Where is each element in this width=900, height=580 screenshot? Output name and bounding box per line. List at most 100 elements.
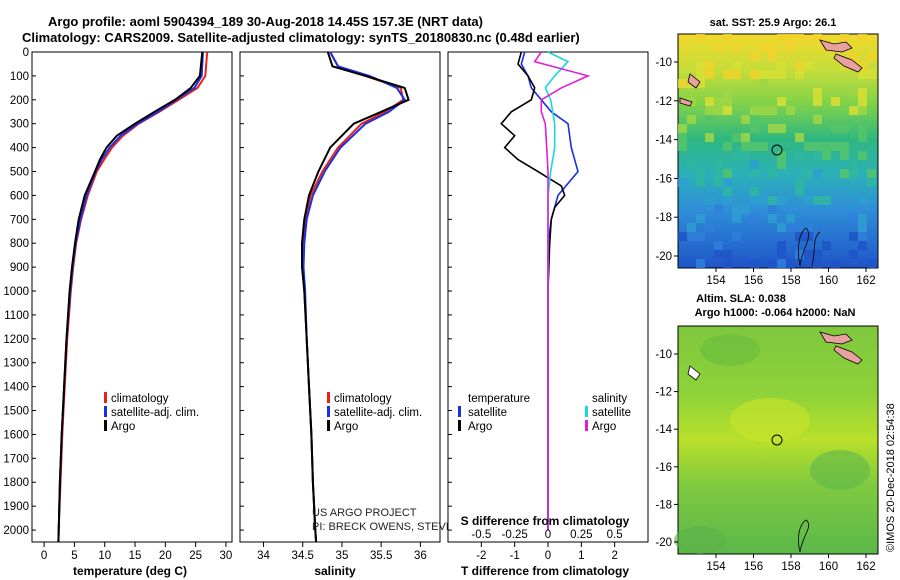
legend-satellite-label: satellite-adj. clim. bbox=[111, 407, 199, 419]
depth-tick-label: 900 bbox=[10, 262, 29, 274]
sst-pixel bbox=[723, 169, 732, 178]
x-tick-label: 0 bbox=[41, 550, 47, 562]
sst-pixel bbox=[750, 70, 759, 79]
legend-3: temperature satellite Argo salinity sate… bbox=[458, 393, 631, 433]
x-tick-label: 10 bbox=[98, 550, 111, 562]
legend3-tsat-swatch bbox=[458, 406, 461, 417]
sst-pixel bbox=[804, 223, 813, 232]
sst-pixel bbox=[714, 169, 723, 178]
x-tick-label: 0 bbox=[545, 550, 551, 562]
depth-tick-label: 2000 bbox=[3, 525, 29, 537]
sst-pixel bbox=[678, 79, 687, 88]
map-lat-tick-label: -10 bbox=[655, 57, 672, 69]
sst-pixel bbox=[795, 151, 804, 160]
map-lon-tick-label: 156 bbox=[744, 561, 763, 573]
map-lon-tick-label: 158 bbox=[781, 561, 800, 573]
sst-pixel bbox=[858, 214, 867, 223]
sst-pixel bbox=[750, 169, 759, 178]
x-tick-label: 34.5 bbox=[292, 550, 314, 562]
sst-pixel bbox=[723, 97, 732, 106]
sst-pixel bbox=[822, 241, 831, 250]
x-tick-label: 35 bbox=[336, 550, 349, 562]
legend3-sargo-swatch bbox=[585, 420, 588, 431]
legend2-satellite-swatch bbox=[327, 406, 330, 417]
salinity-xlabel: salinity bbox=[314, 564, 356, 578]
sst-pixel bbox=[849, 88, 858, 97]
sst-island-4 bbox=[679, 97, 693, 107]
depth-tick-label: 1300 bbox=[3, 358, 29, 370]
sst-pixel bbox=[849, 232, 858, 241]
map-lat-tick-label: -14 bbox=[655, 135, 672, 147]
sst-pixel bbox=[777, 70, 786, 79]
sst-pixel bbox=[768, 43, 777, 52]
sla-blob-2 bbox=[810, 450, 870, 490]
sst-pixel bbox=[849, 214, 858, 223]
sst-pixel bbox=[687, 232, 696, 241]
sst-pixel bbox=[696, 43, 705, 52]
map-lon-tick-label: 162 bbox=[856, 561, 875, 573]
sst-pixel bbox=[840, 124, 849, 133]
series-line-salinity-argo bbox=[533, 51, 591, 530]
sst-pixel bbox=[750, 196, 759, 205]
sst-pixel bbox=[831, 124, 840, 133]
sla-island-2 bbox=[833, 345, 863, 365]
map-lon-tick-label: 162 bbox=[856, 275, 875, 287]
map-lon-tick-label: 158 bbox=[781, 275, 800, 287]
sst-pixel bbox=[777, 97, 786, 106]
sst-pixel bbox=[831, 259, 840, 268]
sst-pixel bbox=[750, 124, 759, 133]
sst-pixel bbox=[804, 250, 813, 259]
sst-pixel bbox=[768, 259, 777, 268]
map-lon-tick-label: 160 bbox=[819, 561, 838, 573]
difference-panel: -2 -1 0 1 2 -0.5 -0.25 0 0.25 0.5 T difference fr… bbox=[447, 51, 649, 578]
sst-pixel bbox=[867, 178, 876, 187]
sst-pixel bbox=[813, 142, 822, 151]
sst-pixel bbox=[777, 196, 786, 205]
sst-pixel bbox=[867, 52, 876, 61]
sst-pixel bbox=[858, 34, 867, 43]
legend3-targo-swatch bbox=[458, 420, 461, 431]
sst-pixel bbox=[777, 223, 786, 232]
sst-pixel bbox=[813, 115, 822, 124]
sst-pixel bbox=[714, 160, 723, 169]
depth-tick-label: 500 bbox=[10, 167, 29, 179]
sst-pixel bbox=[858, 88, 867, 97]
sla-blob-4 bbox=[730, 398, 810, 442]
sst-pixel bbox=[795, 187, 804, 196]
sst-pixel bbox=[777, 250, 786, 259]
sst-pixel bbox=[858, 61, 867, 70]
sst-pixel bbox=[840, 151, 849, 160]
series-line-temperature-argo bbox=[500, 51, 566, 530]
sst-pixel bbox=[813, 88, 822, 97]
sst-pixel bbox=[795, 70, 804, 79]
sst-pixel bbox=[696, 61, 705, 70]
sst-pixel bbox=[732, 214, 741, 223]
legend3-sargo-label: Argo bbox=[592, 421, 616, 433]
difference-xlabel: T difference from climatology bbox=[461, 564, 629, 578]
map-lon-tick-label: 160 bbox=[819, 275, 838, 287]
map-lat-tick-label: -20 bbox=[655, 537, 672, 549]
x-tick-label: 5 bbox=[71, 550, 77, 562]
watermark: ©IMOS 20-Dec-2018 02:54:38 bbox=[885, 403, 897, 552]
x2-tick-label: 0.25 bbox=[570, 529, 592, 541]
sst-pixel bbox=[768, 124, 777, 133]
map-lat-tick-label: -10 bbox=[655, 349, 672, 361]
sst-pixel bbox=[777, 61, 786, 70]
x2-tick-label: 0.5 bbox=[607, 529, 623, 541]
sst-pixel bbox=[678, 232, 687, 241]
x-tick-label: 36 bbox=[414, 550, 427, 562]
sst-pixel bbox=[813, 151, 822, 160]
sst-pixel bbox=[732, 205, 741, 214]
sst-pixel bbox=[750, 142, 759, 151]
x2-tick-label: 0 bbox=[545, 529, 551, 541]
sst-pixel bbox=[705, 97, 714, 106]
sst-pixel bbox=[822, 151, 831, 160]
sst-pixel bbox=[705, 70, 714, 79]
map-lon-tick-label: 154 bbox=[706, 275, 726, 287]
sst-pixel bbox=[750, 115, 759, 124]
sla-map: Altim. SLA: 0.038 Argo h1000: -0.064 h20… bbox=[655, 293, 879, 573]
sst-pixel bbox=[678, 142, 687, 151]
x-tick-label: -1 bbox=[510, 550, 520, 562]
sst-pixel bbox=[723, 250, 732, 259]
sst-pixel bbox=[678, 178, 687, 187]
